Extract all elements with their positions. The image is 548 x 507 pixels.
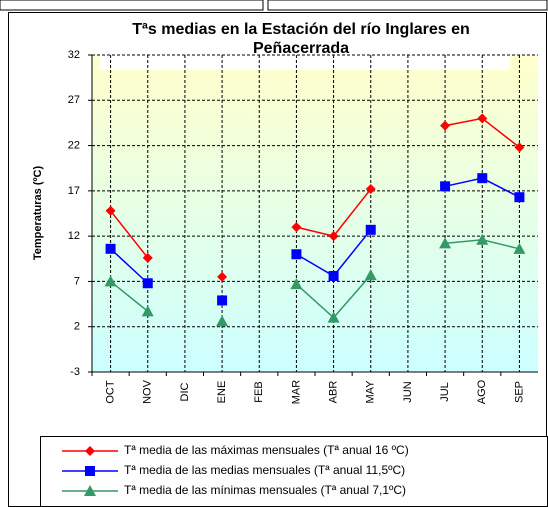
y-axis-label: Temperaturas (ºC)	[32, 166, 44, 261]
x-tick-label: FEB	[253, 381, 265, 402]
legend-label: Tª media de las mínimas mensuales (Tª an…	[124, 483, 406, 497]
y-tick-label: 27	[68, 94, 80, 106]
point	[141, 305, 154, 317]
point	[476, 233, 489, 245]
y-tick-label: 12	[68, 230, 80, 242]
top-cell	[267, 0, 548, 11]
point	[327, 311, 340, 323]
x-tick-label: ENE	[216, 381, 228, 404]
point	[477, 113, 488, 124]
point	[328, 231, 339, 242]
point	[477, 173, 488, 184]
top-cell	[0, 0, 264, 11]
y-tick-label: 2	[74, 321, 80, 333]
y-tick-label: 7	[74, 275, 80, 287]
point	[364, 269, 377, 281]
point	[142, 252, 153, 263]
point	[105, 243, 116, 254]
point	[440, 120, 451, 131]
legend-marker	[84, 485, 96, 496]
y-tick-label: 32	[68, 49, 80, 61]
point	[216, 315, 229, 327]
x-tick-label: DIC	[179, 382, 191, 401]
legend	[40, 436, 548, 507]
legend-label: Tª media de las medias mensuales (Tª anu…	[124, 463, 405, 477]
point	[365, 184, 376, 195]
x-tick-label: AGO	[476, 379, 488, 404]
point	[104, 275, 117, 287]
x-tick-label: SEP	[513, 381, 525, 403]
legend-marker	[85, 446, 95, 456]
x-tick-label: JUN	[402, 381, 414, 402]
point	[439, 237, 452, 249]
x-tick-label: OCT	[104, 380, 116, 404]
x-tick-label: JUL	[439, 382, 451, 402]
point	[142, 278, 153, 289]
point	[440, 181, 451, 192]
x-tick-label: ABR	[327, 381, 339, 404]
y-tick-label: 17	[68, 185, 80, 197]
point	[328, 270, 339, 281]
point	[365, 224, 376, 235]
point	[217, 295, 228, 306]
y-tick-label: 22	[68, 139, 80, 151]
x-tick-label: MAR	[290, 380, 302, 405]
legend-marker	[85, 466, 95, 476]
point	[514, 192, 525, 203]
legend-label: Tª media de las máximas mensuales (Tª an…	[124, 443, 409, 457]
point	[513, 242, 526, 254]
point	[105, 205, 116, 216]
point	[290, 278, 303, 290]
point	[291, 222, 302, 233]
y-tick-label: -3	[70, 366, 80, 378]
plot-area	[92, 55, 538, 372]
point	[291, 249, 302, 260]
point	[514, 142, 525, 153]
chart-title: Tªs medias en la Estación del río Inglar…	[132, 21, 470, 57]
x-tick-label: NOV	[142, 379, 154, 404]
x-tick-label: MAY	[365, 380, 377, 404]
point	[217, 271, 228, 282]
title-box	[100, 20, 510, 70]
